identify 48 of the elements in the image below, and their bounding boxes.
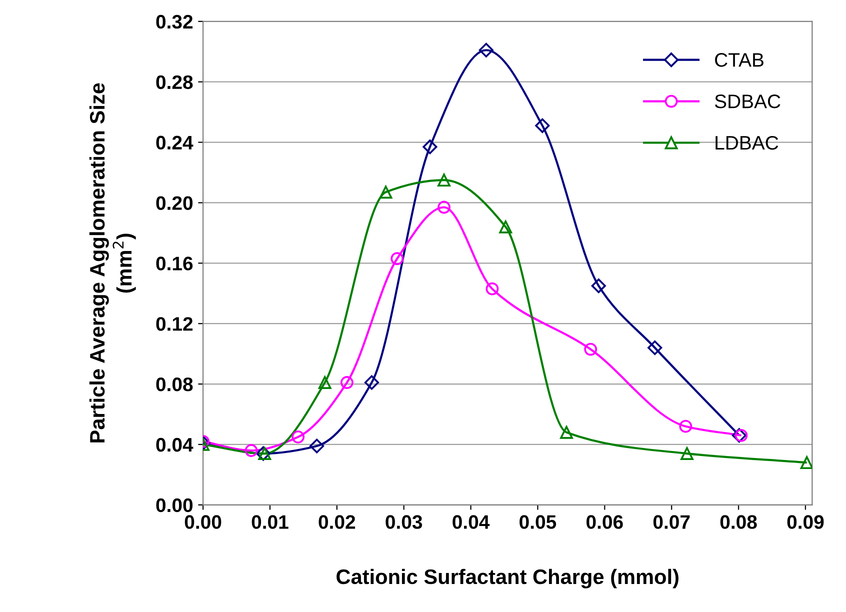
point xyxy=(318,376,332,389)
point xyxy=(390,252,404,266)
point xyxy=(486,282,499,296)
x-tick-label: 0.00 xyxy=(184,515,222,529)
y-tick-label: 0.08 xyxy=(156,378,193,392)
x-tick-label: 0.04 xyxy=(452,515,490,529)
y-tick-label: 0.12 xyxy=(156,317,193,331)
y-tick-label: 0.24 xyxy=(156,136,194,150)
point xyxy=(364,375,380,390)
y-tick-label: 0.28 xyxy=(156,75,193,90)
x-tick-label: 0.06 xyxy=(586,515,623,529)
point xyxy=(292,430,305,444)
y-tick-label: 0.16 xyxy=(156,256,193,270)
point xyxy=(680,447,694,460)
point xyxy=(800,456,812,470)
legend-label: SDBAC xyxy=(714,94,780,108)
point xyxy=(732,428,746,443)
y-tick-label: 0.20 xyxy=(156,196,193,210)
point xyxy=(648,340,662,356)
legend-label: LDBAC xyxy=(716,136,778,150)
point xyxy=(591,278,606,294)
point xyxy=(734,428,748,442)
x-tick-label: 0.02 xyxy=(318,515,356,529)
x-tick-label: 0.01 xyxy=(252,515,288,529)
point xyxy=(379,186,392,199)
y-tick-label: 0.00 xyxy=(156,498,193,512)
point xyxy=(438,200,450,214)
x-axis-title: Cationic Surfactant Charge (mmol) xyxy=(336,568,678,588)
point xyxy=(679,420,692,433)
x-tick-label: 0.03 xyxy=(386,515,422,529)
x-tick-label: 0.05 xyxy=(520,515,556,529)
point xyxy=(499,220,512,234)
x-tick-label: 0.08 xyxy=(720,515,757,529)
point xyxy=(560,426,573,439)
point xyxy=(478,42,494,58)
point xyxy=(244,444,258,457)
x-tick-label: 0.07 xyxy=(653,515,690,529)
point xyxy=(438,174,450,187)
x-tick-label: 0.09 xyxy=(787,515,824,529)
point xyxy=(422,140,438,154)
y-tick-label: 0.32 xyxy=(156,14,193,29)
point xyxy=(340,376,354,389)
point xyxy=(535,118,550,133)
point xyxy=(584,342,598,356)
y-tick-label: 0.04 xyxy=(156,438,194,452)
y-axis-title: Particle Average Agglomeration Size (mm$^{2}$) xyxy=(89,83,136,442)
point xyxy=(310,438,324,454)
legend-label: CTAB xyxy=(715,53,764,67)
